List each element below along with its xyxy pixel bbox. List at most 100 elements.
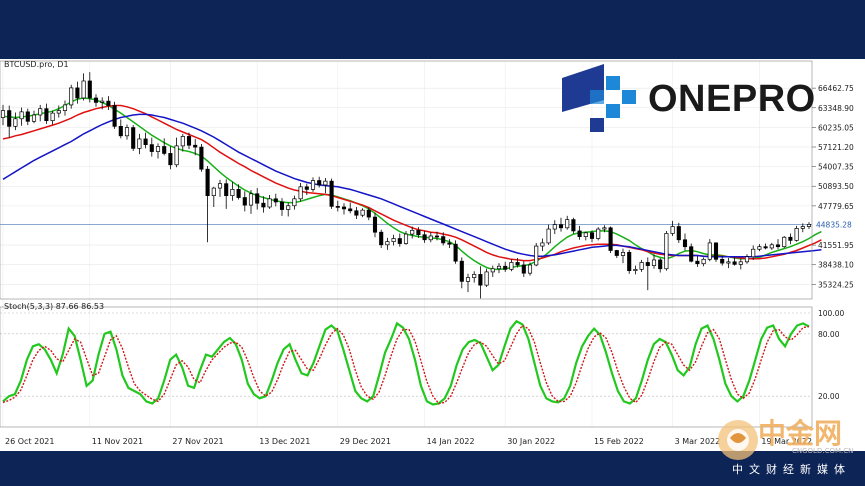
candle-body <box>676 226 681 241</box>
candle-body <box>527 264 533 274</box>
candle-body <box>608 227 613 251</box>
candle-body <box>236 189 241 198</box>
x-tick-label: 11 Nov 2021 <box>92 437 143 446</box>
candle-body <box>335 206 340 208</box>
candle-body <box>565 219 570 229</box>
candle-body <box>273 198 278 203</box>
candle-body <box>682 239 688 248</box>
candle-body <box>87 80 92 99</box>
chart-svg: 66462.75 63348.90 60235.05 57121.20 54007.35… <box>0 60 865 446</box>
candle-body <box>199 146 204 170</box>
candle-body <box>620 252 626 256</box>
candle-body <box>769 244 774 249</box>
candle-body <box>38 108 43 116</box>
candle-body <box>124 127 130 137</box>
candle-body <box>546 228 551 244</box>
current-price-box <box>813 218 865 230</box>
stoch-plot-frame <box>0 306 813 428</box>
x-tick-label: 30 Jan 2022 <box>507 437 555 446</box>
candle-body <box>422 234 427 241</box>
candle-body <box>50 112 55 122</box>
candle-body <box>267 198 272 208</box>
candle-body <box>0 110 6 118</box>
candle-body <box>354 210 359 216</box>
candle-body <box>639 262 644 270</box>
candle-body <box>552 224 557 230</box>
candle-body <box>93 97 99 103</box>
candle-body <box>577 230 582 237</box>
candle-body <box>428 235 433 241</box>
candle-body <box>298 186 303 200</box>
candle-body <box>558 224 564 229</box>
candle-body <box>329 180 334 207</box>
candle-body <box>571 219 576 232</box>
price-tick-label: 47779.65 <box>818 202 854 211</box>
price-tick-label: 50893.50 <box>818 182 854 191</box>
candle-body <box>341 206 347 210</box>
candle-body <box>360 209 365 216</box>
x-tick-label: 27 Nov 2021 <box>172 437 223 446</box>
candle-body <box>143 138 148 145</box>
candle-body <box>180 136 185 147</box>
candle-body <box>323 180 328 186</box>
candle-body <box>484 271 489 286</box>
candle-body <box>775 244 781 248</box>
candle-body <box>168 153 173 166</box>
candle-body <box>193 144 198 148</box>
candle-body <box>763 246 768 249</box>
stoch-level-label: 20.00 <box>818 392 840 401</box>
candle-body <box>447 242 452 245</box>
candle-body <box>713 242 719 260</box>
candle-body <box>521 264 526 274</box>
candle-body <box>738 261 743 265</box>
candle-body <box>633 269 638 271</box>
candle-body <box>205 168 210 197</box>
candle-body <box>416 229 421 236</box>
candle-body <box>744 256 750 263</box>
current-price-label: 44835.28 <box>816 220 852 229</box>
candle-body <box>701 258 706 265</box>
candle-body <box>13 118 18 127</box>
candle-body <box>627 252 632 271</box>
candle-body <box>211 187 216 197</box>
onepro-logo-icon <box>562 64 636 132</box>
price-tick-label: 38438.10 <box>818 261 854 270</box>
candle-body <box>62 104 68 111</box>
watermark-emblem-icon <box>718 420 758 460</box>
candle-body <box>583 232 588 237</box>
candle-body <box>279 201 285 210</box>
candle-body <box>534 245 539 266</box>
candle-body <box>496 265 502 270</box>
candle-body <box>472 274 477 278</box>
candle-body <box>286 205 291 210</box>
candle-body <box>100 100 105 103</box>
candle-body <box>379 231 384 246</box>
candle-body <box>757 246 762 250</box>
stoch-level-label: 80.00 <box>818 330 840 339</box>
watermark-text: 中金网 <box>758 417 843 450</box>
candle-body <box>149 144 154 152</box>
chart-panel: 66462.75 63348.90 60235.05 57121.20 54007.35… <box>0 59 865 451</box>
candle-body <box>478 274 483 286</box>
candle-body <box>261 202 266 208</box>
candle-body <box>602 227 607 230</box>
candle-body <box>459 260 464 282</box>
candle-body <box>788 236 793 241</box>
candle-body <box>385 241 390 246</box>
candle-body <box>366 209 371 218</box>
candle-body <box>465 277 471 282</box>
candle-body <box>806 224 812 227</box>
x-tick-label: 26 Oct 2021 <box>5 437 54 446</box>
candle-body <box>540 242 545 247</box>
price-tick-label: 54007.35 <box>818 163 854 172</box>
stoch-d-line <box>2 324 810 405</box>
price-tick-label: 60235.05 <box>818 123 854 132</box>
candle-body <box>106 100 111 106</box>
candle-body <box>186 136 192 146</box>
candle-body <box>689 246 694 262</box>
candle-body <box>31 114 37 122</box>
candle-body <box>81 80 86 99</box>
candle-body <box>503 265 508 270</box>
candle-body <box>645 262 650 266</box>
candle-body <box>255 193 260 204</box>
